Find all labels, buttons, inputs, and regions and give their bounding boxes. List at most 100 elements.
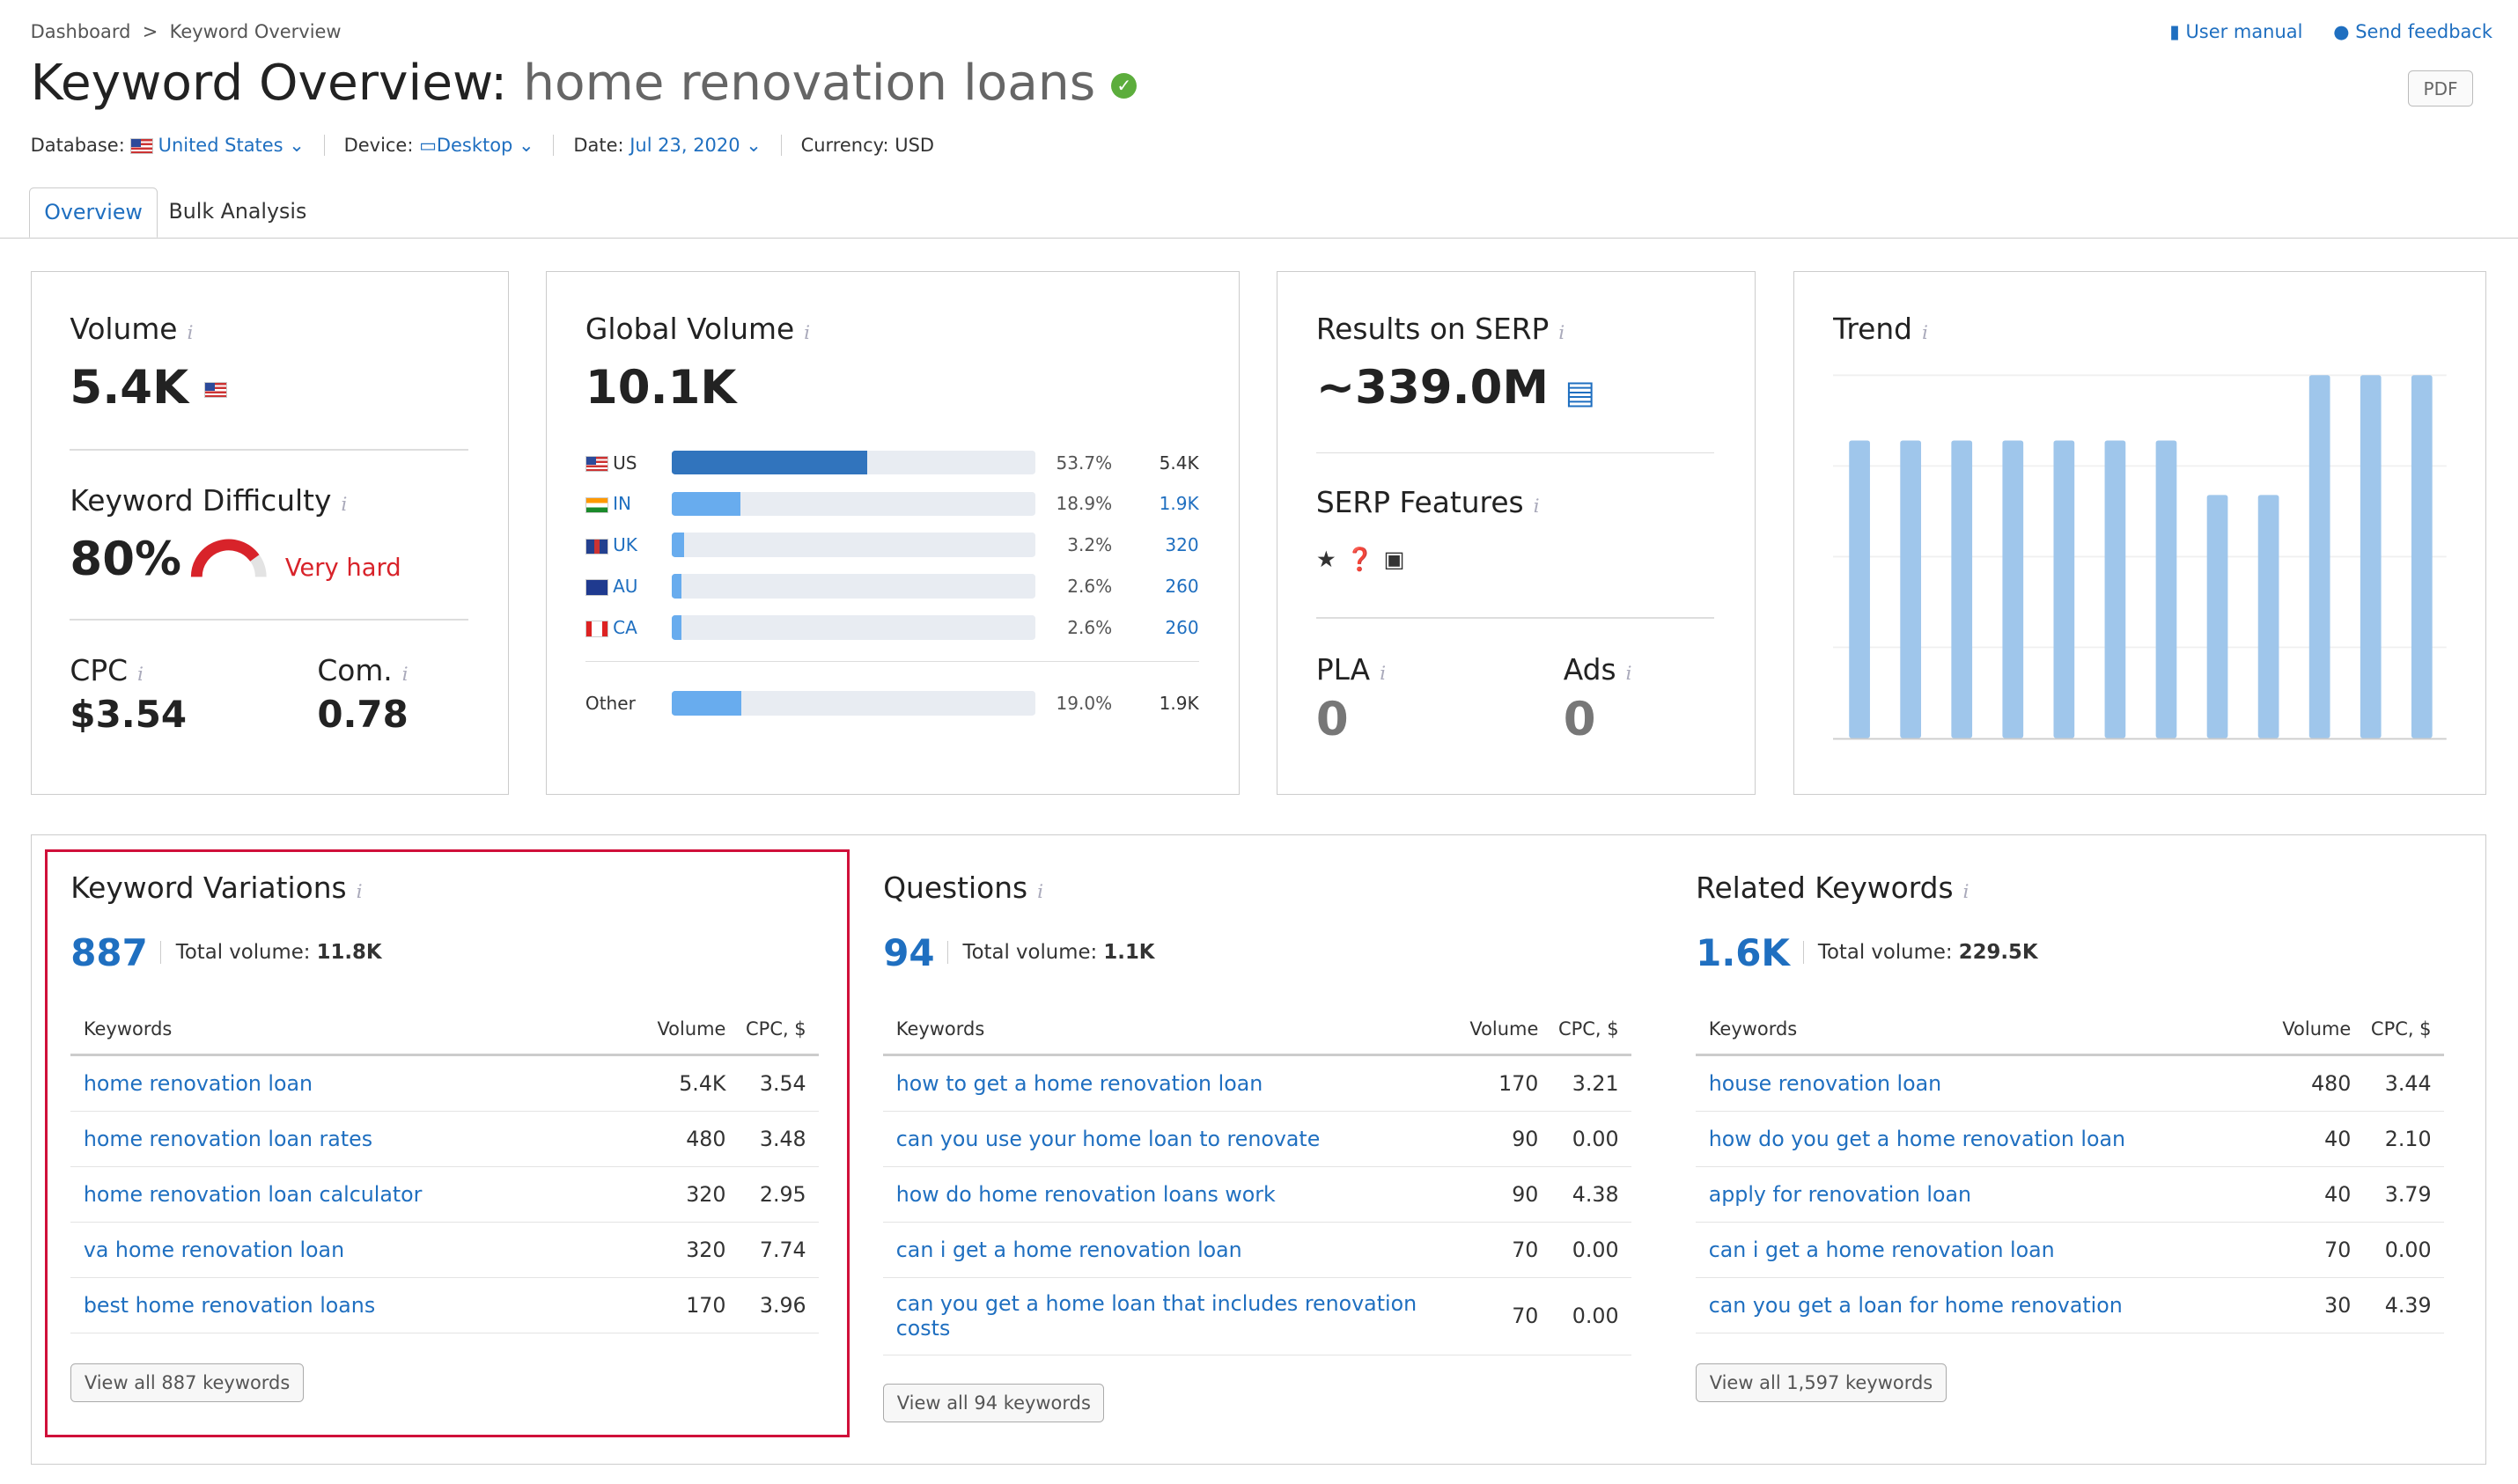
info-icon[interactable]: i <box>1558 321 1565 344</box>
keywords-table: Keywords Volume CPC, $ how to get a home re… <box>883 1005 1632 1356</box>
keyword-link[interactable]: how do you get a home renovation loan <box>1708 1126 2126 1151</box>
keyword-link[interactable]: home renovation loan <box>83 1070 313 1096</box>
ad-icon: ▣ <box>1383 547 1415 574</box>
tab-bulk-analysis[interactable]: Bulk Analysis <box>168 199 307 224</box>
info-icon[interactable]: i <box>1533 495 1540 518</box>
count-link[interactable]: 94 <box>883 930 935 974</box>
table-row: best home renovation loans 170 3.96 <box>70 1278 820 1333</box>
trend-bar[interactable] <box>2257 495 2279 738</box>
table-row: can i get a home renovation loan 70 0.00 <box>1696 1223 2445 1278</box>
star-icon: ★ <box>1315 547 1346 574</box>
trend-bar[interactable] <box>1951 440 1973 738</box>
share-bar-fill <box>672 574 682 599</box>
breadcrumb-current: Keyword Overview <box>169 20 342 42</box>
trend-bar[interactable] <box>2053 440 2075 738</box>
trend-bar[interactable] <box>2104 440 2126 738</box>
table-row: home renovation loan 5.4K 3.54 <box>70 1056 820 1112</box>
trend-bar[interactable] <box>2411 374 2433 738</box>
cpc-value: $3.54 <box>70 693 188 737</box>
share-bar-fill <box>672 533 684 557</box>
panel-title: Related Keywords i <box>1696 871 1969 906</box>
country-row-us: US 53.7% 5.4K <box>585 450 1199 476</box>
keywords-table: Keywords Volume CPC, $ home renovation loan… <box>70 1005 820 1333</box>
info-icon[interactable]: i <box>1625 662 1632 685</box>
info-icon[interactable]: i <box>1962 881 1969 904</box>
info-icon[interactable]: i <box>401 664 409 687</box>
trend-bar[interactable] <box>2360 374 2382 738</box>
ads-value: 0 <box>1563 693 1596 747</box>
keyword-link[interactable]: apply for renovation loan <box>1708 1181 1972 1207</box>
count-link[interactable]: 887 <box>70 930 148 974</box>
au-flag-icon <box>585 579 608 596</box>
trend-bar[interactable] <box>2002 440 2024 738</box>
keyword-panels <box>30 834 2486 1465</box>
table-row: apply for renovation loan 40 3.79 <box>1696 1167 2445 1223</box>
keyword-link[interactable]: how to get a home renovation loan <box>895 1070 1263 1096</box>
keyword-link[interactable]: house renovation loan <box>1708 1070 1942 1096</box>
info-icon[interactable]: i <box>1921 321 1928 344</box>
country-row-in: IN 18.9% 1.9K <box>585 491 1199 518</box>
country-row-uk: UK 3.2% 320 <box>585 533 1199 558</box>
user-manual-link[interactable]: ▮ User manual <box>2169 20 2303 42</box>
trend-bar[interactable] <box>2206 495 2228 738</box>
us-flag-icon <box>585 455 608 473</box>
share-bar-fill <box>672 450 867 475</box>
info-icon[interactable]: i <box>341 494 348 517</box>
share-bar <box>672 615 1035 640</box>
keyword-link[interactable]: can you use your home loan to renovate <box>895 1126 1321 1151</box>
keyword-link[interactable]: can you get a loan for home renovation <box>1708 1292 2123 1318</box>
uk-flag-icon <box>585 538 608 555</box>
chevron-down-icon: ⌄ <box>519 135 534 157</box>
count-link[interactable]: 1.6K <box>1696 930 1790 974</box>
trend-bar[interactable] <box>1900 440 1922 738</box>
table-row: home renovation loan rates 480 3.48 <box>70 1112 820 1167</box>
highlight-box <box>45 849 850 1437</box>
volume-value: 5.4K <box>70 361 232 415</box>
page-title: Keyword Overview: home renovation loans … <box>31 55 1138 112</box>
info-icon[interactable]: i <box>187 321 194 344</box>
view-all-button[interactable]: View all 1,597 keywords <box>1696 1363 1947 1402</box>
keywords-table: Keywords Volume CPC, $ house renovation loa… <box>1696 1005 2445 1333</box>
info-icon[interactable]: i <box>804 321 811 344</box>
keyword-link[interactable]: home renovation loan calculator <box>83 1181 423 1207</box>
keyword-link[interactable]: can i get a home renovation loan <box>1708 1237 2055 1262</box>
book-icon: ▮ <box>2169 20 2180 42</box>
keyword-link[interactable]: how do home renovation loans work <box>895 1181 1276 1207</box>
breadcrumb-dashboard[interactable]: Dashboard <box>30 20 131 42</box>
device-select[interactable]: Desktop <box>436 135 513 157</box>
serp-snapshot-icon[interactable]: ▤ <box>1565 372 1595 411</box>
keyword-link[interactable]: home renovation loan rates <box>83 1126 373 1151</box>
keyword-link[interactable]: can you get a home loan that includes re… <box>895 1291 1417 1341</box>
country-row-other: Other 19.0% 1.9K <box>585 691 1199 716</box>
currency: Currency: USD <box>780 135 953 157</box>
verified-check-icon: ✓ <box>1111 72 1138 99</box>
table-row: house renovation loan 480 3.44 <box>1696 1056 2445 1112</box>
global-volume-value: 10.1K <box>585 360 737 415</box>
info-icon[interactable]: i <box>1037 881 1044 904</box>
view-all-button[interactable]: View all 887 keywords <box>70 1363 304 1402</box>
table-row: can i get a home renovation loan 70 0.00 <box>883 1223 1632 1278</box>
serp-features-list: ★❓▣ <box>1316 547 1415 573</box>
keyword-link[interactable]: best home renovation loans <box>83 1292 376 1318</box>
tab-overview[interactable]: Overview <box>28 187 158 239</box>
country-row-ca: CA 2.6% 260 <box>585 615 1199 641</box>
keyword-link[interactable]: va home renovation loan <box>83 1237 345 1262</box>
share-bar <box>672 491 1035 516</box>
difficulty-value: 80% <box>70 532 181 586</box>
info-icon[interactable]: i <box>356 881 363 904</box>
trend-bar[interactable] <box>2308 374 2330 738</box>
chevron-down-icon: ⌄ <box>289 135 305 157</box>
database-select[interactable]: United States <box>158 135 283 157</box>
send-feedback-link[interactable]: ● Send feedback <box>2333 20 2493 42</box>
chevron-down-icon: ⌄ <box>746 135 762 157</box>
keyword-link[interactable]: can i get a home renovation loan <box>895 1237 1242 1262</box>
table-row: how do home renovation loans work 90 4.38 <box>883 1167 1632 1223</box>
info-icon[interactable]: i <box>1380 662 1387 685</box>
trend-bar[interactable] <box>1849 440 1871 738</box>
info-icon[interactable]: i <box>136 664 144 687</box>
trend-bar[interactable] <box>2155 440 2177 738</box>
date-select[interactable]: Jul 23, 2020 <box>630 135 740 157</box>
pdf-button[interactable]: PDF <box>2408 70 2473 107</box>
view-all-button[interactable]: View all 94 keywords <box>883 1384 1105 1423</box>
serp-results-value: ~339.0M ▤ <box>1315 360 1595 415</box>
